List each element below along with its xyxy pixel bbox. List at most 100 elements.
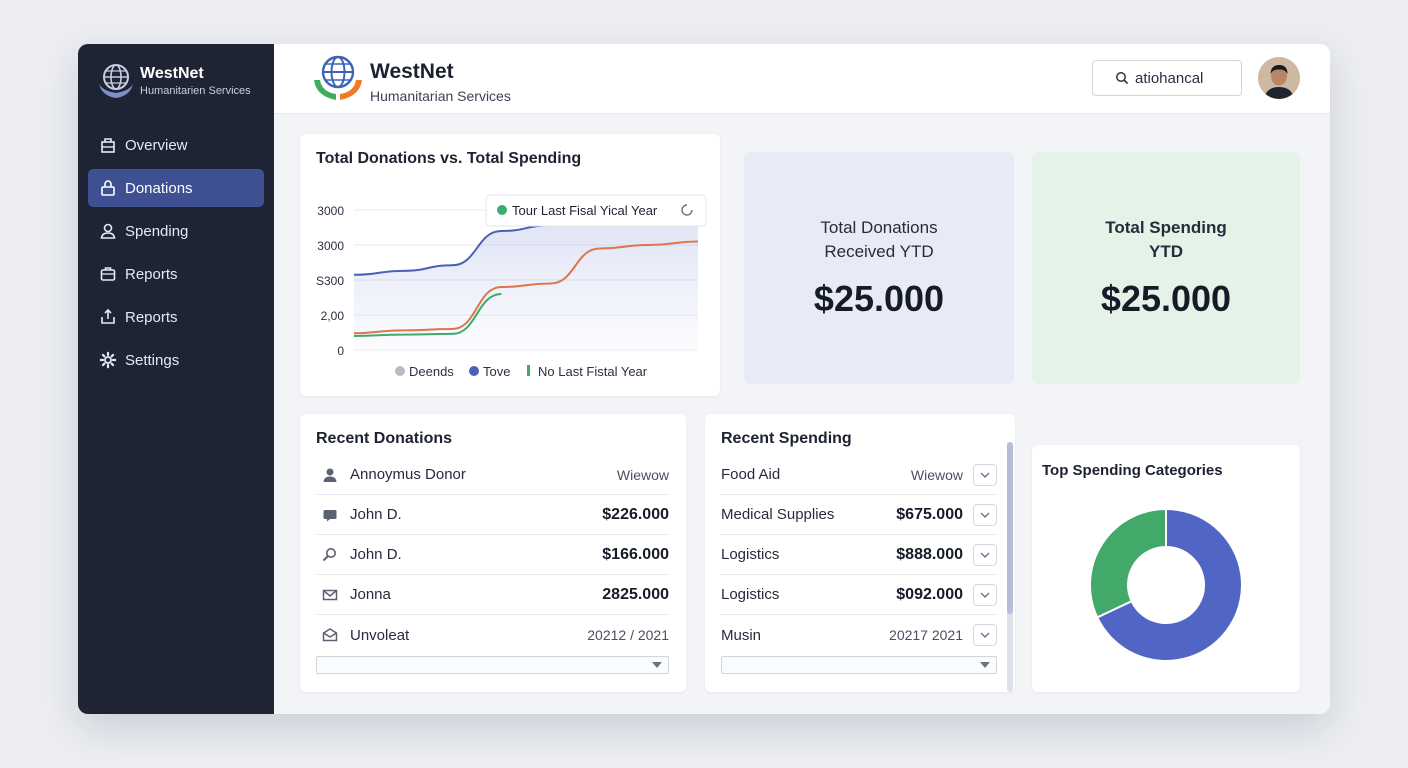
list-item[interactable]: Musin 20217 2021	[721, 615, 997, 655]
spending-amount: $888.000	[896, 545, 963, 563]
chart-legend: Deends Tove No Last Fistal Year	[395, 364, 648, 379]
expand-row-button[interactable]	[973, 503, 997, 526]
tooltip-marker	[497, 205, 507, 215]
gear-icon	[98, 350, 118, 370]
donor-name: Unvoleat	[350, 626, 410, 644]
y-tick-label: 2,00	[321, 309, 345, 323]
spending-category: Food Aid	[721, 466, 781, 483]
list-item[interactable]: Logistics $888.000	[721, 535, 997, 575]
sidebar-brand[interactable]: WestNet Humanitarien Services	[94, 58, 270, 102]
scrollbar-thumb[interactable]	[1007, 442, 1013, 614]
legend-marker	[469, 366, 479, 376]
pie-chart-title: Top Spending Categories	[1042, 462, 1223, 479]
y-tick-label: 3000	[317, 204, 344, 218]
legend-label: Tove	[483, 364, 510, 379]
sidebar-item-label: Reports	[125, 308, 178, 326]
donations-dropdown[interactable]	[316, 656, 669, 674]
search-input[interactable]: atiohancal	[1092, 60, 1242, 96]
header-brand-title: WestNet	[370, 60, 454, 83]
chart-title: Total Donations vs. Total Spending	[316, 150, 582, 167]
building-icon	[98, 135, 118, 155]
donut-chart	[1089, 507, 1243, 662]
chevron-down-icon	[980, 512, 990, 518]
list-item[interactable]: Medical Supplies $675.000	[721, 495, 997, 535]
chevron-down-icon	[652, 662, 662, 668]
list-item[interactable]: Logistics $092.000	[721, 575, 997, 615]
search-user-icon	[318, 543, 342, 567]
y-tick-label: 0	[337, 344, 344, 358]
spending-scrollbar[interactable]	[1007, 442, 1013, 692]
expand-row-button[interactable]	[973, 624, 997, 646]
sidebar-item-settings[interactable]: Settings	[88, 341, 264, 379]
spending-category: Logistics	[721, 546, 780, 563]
sidebar-item-spending[interactable]: Spending	[88, 212, 264, 250]
list-item[interactable]: John D. $226.000	[316, 495, 669, 535]
total-spending-card: Total Spending YTD $25.000	[1032, 152, 1300, 384]
mail-icon	[318, 583, 342, 607]
y-tick-label: S300	[316, 274, 344, 288]
donation-amount: Wiewow	[616, 466, 669, 483]
chevron-down-icon	[980, 632, 990, 638]
total-spending-value: $25.000	[1100, 278, 1232, 319]
line-chart-plot: 3000 3000 S300 2,00 0 Tour Last Fisal Yical Y…	[316, 194, 707, 379]
share-icon	[98, 307, 118, 327]
sidebar-item-reports-2[interactable]: Reports	[88, 298, 264, 336]
sidebar-brand-title: WestNet	[140, 65, 204, 82]
tooltip-text: Tour Last Fisal Yical Year	[512, 203, 658, 218]
refresh-icon	[681, 204, 693, 216]
total-donations-value: $25.000	[813, 278, 945, 319]
donation-amount: 20212 / 2021	[587, 627, 669, 643]
list-item[interactable]: Annoymus Donor Wiewow	[316, 455, 669, 495]
search-icon	[1116, 72, 1129, 85]
total-donations-card: Total Donations Received YTD $25.000	[744, 152, 1014, 384]
recent-donations-list: Annoymus Donor Wiewow John D. $226.000 J…	[316, 455, 669, 655]
series-line-1	[353, 240, 699, 335]
user-icon	[98, 221, 118, 241]
legend-label: No Last Fistal Year	[538, 364, 648, 379]
lock-icon	[98, 178, 118, 198]
expand-row-button[interactable]	[973, 463, 997, 486]
sidebar: WestNet Humanitarien Services Overview D…	[78, 44, 274, 714]
open-mail-icon	[318, 623, 342, 647]
chevron-down-icon	[980, 592, 990, 598]
pie-slice-0	[1095, 507, 1243, 662]
spending-dropdown[interactable]	[721, 656, 997, 674]
globe-hands-logo-icon	[314, 55, 362, 100]
sidebar-item-overview[interactable]: Overview	[88, 126, 264, 164]
expand-row-button[interactable]	[973, 543, 997, 566]
tooltip-box	[485, 194, 707, 227]
spending-amount: $092.000	[896, 585, 963, 603]
donor-name: John D.	[350, 506, 402, 523]
donations-vs-spending-chart: Total Donations vs. Total Spending 3000 3…	[300, 134, 720, 396]
avatar[interactable]	[1258, 57, 1300, 99]
list-item[interactable]: Jonna 2825.000	[316, 575, 669, 615]
sidebar-item-donations[interactable]: Donations	[88, 169, 264, 207]
recent-spending-title: Recent Spending	[721, 430, 852, 447]
total-spending-label: Total Spending YTD	[1105, 218, 1227, 261]
sidebar-nav: Overview Donations Spending Reports	[88, 126, 264, 384]
donation-amount: $166.000	[602, 545, 669, 563]
chevron-down-icon	[980, 552, 990, 558]
app-window: WestNet Humanitarien Services Overview D…	[78, 44, 1330, 714]
top-header: WestNet Humanitarian Services atiohancal	[274, 44, 1330, 114]
sidebar-item-reports[interactable]: Reports	[88, 255, 264, 293]
chevron-down-icon	[980, 472, 990, 478]
series-line-2	[353, 293, 502, 337]
list-item[interactable]: John D. $166.000	[316, 535, 669, 575]
card-icon	[318, 503, 342, 527]
briefcase-icon	[98, 264, 118, 284]
legend-label: Deends	[409, 364, 454, 379]
sidebar-item-label: Settings	[125, 351, 180, 369]
list-item[interactable]: Food Aid Wiewow	[721, 455, 997, 495]
legend-marker	[395, 366, 405, 376]
list-item[interactable]: Unvoleat 20212 / 2021	[316, 615, 669, 655]
pie-slice-1	[1089, 507, 1167, 619]
globe-hands-logo-icon	[99, 64, 133, 98]
spending-category: Medical Supplies	[721, 506, 835, 523]
sidebar-item-label: Spending	[125, 222, 189, 240]
spending-amount: $675.000	[896, 505, 963, 523]
donor-name: Annoymus Donor	[350, 466, 466, 483]
expand-row-button[interactable]	[973, 583, 997, 606]
top-spending-categories-card: Top Spending Categories	[1032, 445, 1300, 692]
search-input-value: atiohancal	[1135, 69, 1204, 87]
